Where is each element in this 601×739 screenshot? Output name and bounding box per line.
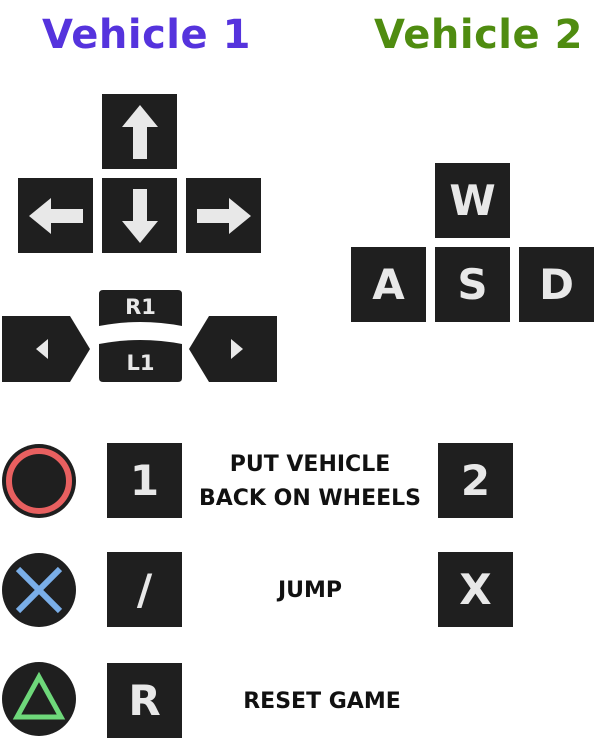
dpad-right-button: [189, 316, 277, 382]
key-down: [102, 178, 177, 253]
action-reset-game: RESET GAME: [243, 689, 401, 714]
arrow-left-icon: [28, 197, 83, 234]
dpad-right-icon: [231, 339, 243, 359]
key-up: [102, 94, 177, 169]
circle-button-icon: [2, 444, 76, 518]
key-left: [18, 178, 93, 253]
arrow-down-icon: [121, 188, 158, 243]
key-2: 2: [438, 443, 513, 518]
action-jump: JUMP: [277, 578, 343, 603]
l1-button: L1: [99, 340, 182, 382]
r1-button: R1: [99, 290, 182, 328]
key-x: X: [438, 552, 513, 627]
r1-label: R1: [125, 295, 156, 319]
arrow-right-icon: [196, 197, 251, 234]
arrow-up-icon: [121, 104, 158, 159]
l1-label: L1: [126, 351, 155, 375]
key-slash: /: [107, 552, 182, 627]
key-s: S: [435, 247, 510, 322]
key-a: A: [351, 247, 426, 322]
key-w: W: [435, 163, 510, 238]
triangle-button-icon: [2, 662, 76, 736]
vehicle-2-title: Vehicle 2: [374, 12, 583, 58]
key-1: 1: [107, 443, 182, 518]
action-put-vehicle-back: PUT VEHICLE BACK ON WHEELS: [190, 448, 430, 516]
action-line-1: PUT VEHICLE: [229, 452, 391, 477]
cross-button-icon: [2, 553, 76, 627]
key-right: [186, 178, 261, 253]
dpad-left-icon: [36, 339, 48, 359]
key-r: R: [107, 663, 182, 738]
key-d: D: [519, 247, 594, 322]
vehicle-1-title: Vehicle 1: [42, 12, 251, 58]
action-line-2: BACK ON WHEELS: [198, 486, 422, 511]
dpad-left-button: [2, 316, 90, 382]
